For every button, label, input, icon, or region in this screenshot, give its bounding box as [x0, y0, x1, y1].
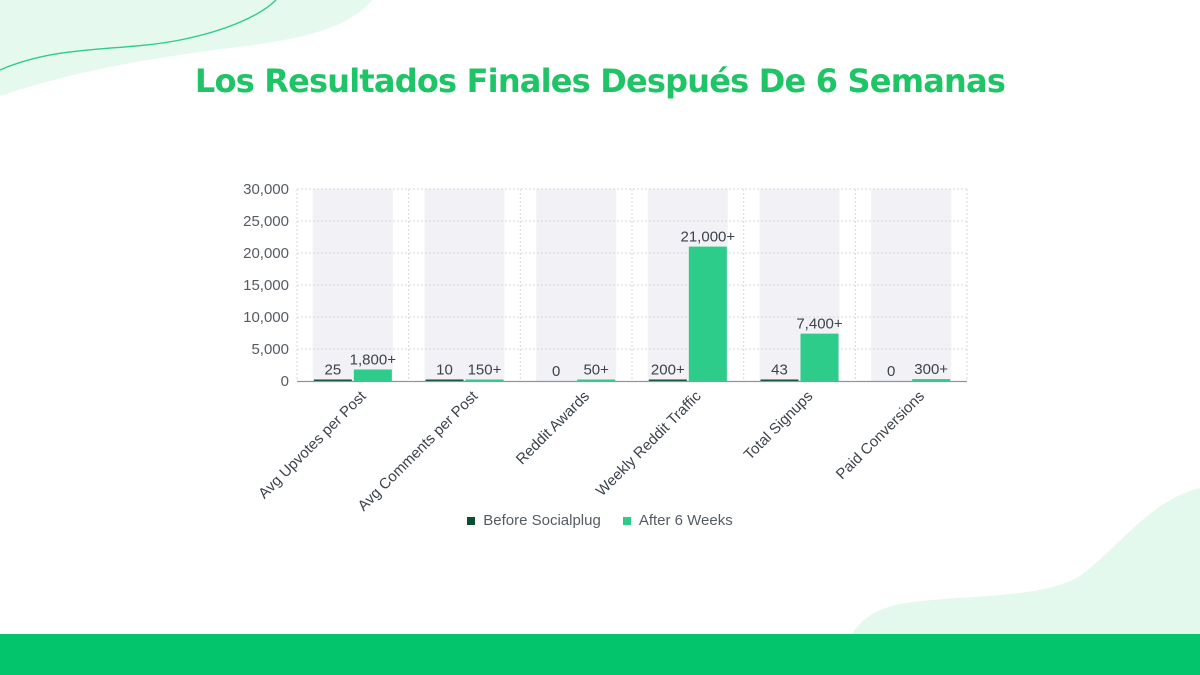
legend-item-before: Before Socialplug: [467, 512, 601, 529]
y-tick-label: 20,000: [243, 245, 289, 262]
y-tick-label: 0: [281, 373, 289, 390]
legend: Before Socialplug After 6 Weeks: [0, 512, 1200, 529]
data-label: 1,800+: [350, 351, 397, 368]
data-label: 21,000+: [681, 229, 736, 246]
bar-after: [688, 246, 727, 381]
gridlines: [296, 188, 968, 381]
bar-before: [313, 379, 352, 381]
bar-after: [577, 379, 616, 381]
data-label: 0: [887, 363, 895, 380]
y-tick-label: 30,000: [243, 181, 289, 198]
legend-label-before: Before Socialplug: [483, 512, 601, 529]
data-label: 10: [436, 362, 453, 379]
top-left-line: [0, 0, 277, 71]
bar-after: [912, 379, 951, 381]
y-tick-label: 15,000: [243, 277, 289, 294]
data-label: 150+: [468, 362, 502, 379]
bar-before: [760, 379, 799, 381]
data-label: 7,400+: [796, 316, 843, 333]
data-label: 0: [552, 363, 560, 380]
legend-swatch-after: [622, 516, 631, 525]
x-tick-label: Total Signups: [741, 388, 817, 464]
bottom-band: [0, 634, 1200, 675]
bottom-right-blob: [852, 488, 1200, 634]
column-background: [871, 189, 952, 381]
bar-before: [648, 379, 687, 381]
bars: [313, 246, 951, 381]
data-labels: 25 10 0 200+ 43 0 1,800+ 150+ 50+ 21,000+ 7,400+ 30…: [324, 229, 948, 380]
x-tick-label: Avg Upvotes per Post: [255, 387, 370, 502]
bar-after: [465, 379, 504, 381]
data-label: 43: [771, 362, 788, 379]
x-tick-label: Paid Conversions: [833, 388, 928, 483]
data-label: 25: [324, 362, 341, 379]
y-tick-labels: 0 5,000 10,000 15,000 20,000 25,000 30,000: [243, 181, 289, 390]
data-label: 200+: [651, 362, 685, 379]
x-tick-label: Reddit Awards: [513, 388, 593, 468]
data-label: 300+: [914, 361, 948, 378]
y-tick-label: 5,000: [251, 341, 289, 358]
column-background: [536, 189, 617, 381]
y-tick-label: 10,000: [243, 309, 289, 326]
y-tick-label: 25,000: [243, 213, 289, 230]
column-background: [424, 189, 505, 381]
x-tick-label: Avg Comments per Post: [355, 387, 482, 514]
bar-before: [425, 379, 464, 381]
top-left-blob: [0, 0, 372, 96]
legend-swatch-before: [467, 516, 476, 525]
legend-label-after: After 6 Weeks: [638, 512, 733, 529]
bar-after: [800, 333, 839, 381]
data-label: 50+: [583, 362, 609, 379]
legend-item-after: After 6 Weeks: [622, 512, 733, 529]
x-tick-label: Weekly Reddit Traffic: [593, 387, 705, 499]
page-title: Los Resultados Finales Después De 6 Sema…: [194, 62, 1006, 100]
bar-after: [353, 369, 392, 381]
